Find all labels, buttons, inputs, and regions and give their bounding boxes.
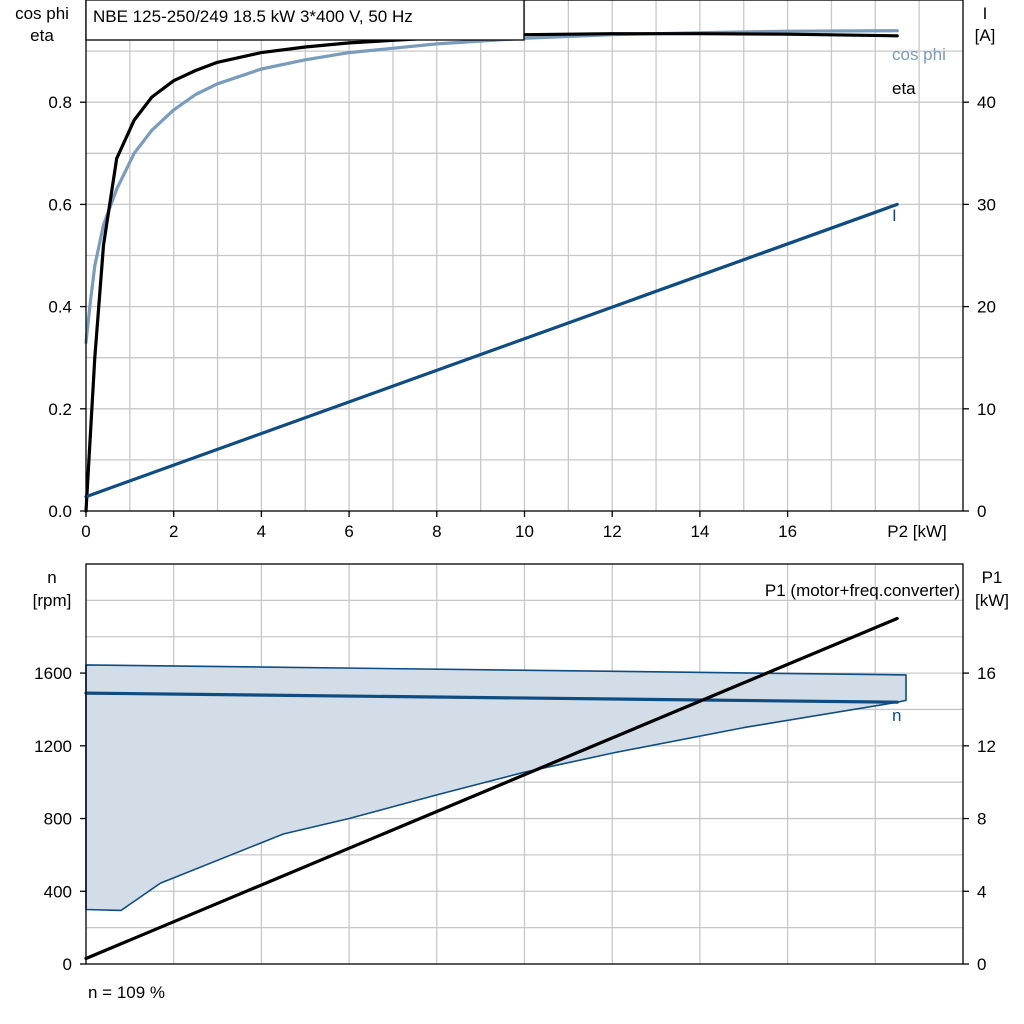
- bottom-right-tick-label: 0: [977, 955, 986, 974]
- top-left-tick-label: 0.2: [48, 400, 72, 419]
- top-right-tick-label: 30: [977, 195, 996, 214]
- top-left-axis-label-1: cos phi: [15, 4, 69, 23]
- top-x-tick-label: 12: [603, 522, 622, 541]
- top-x-tick-label: 6: [344, 522, 353, 541]
- top-title: NBE 125-250/249 18.5 kW 3*400 V, 50 Hz: [93, 7, 413, 26]
- bottom-panel: 0 400 800 1200 1600 0 4 8 12 16 n [rpm] P1 [kW] P…: [33, 563, 1009, 1002]
- bottom-left-tick-label: 1600: [34, 664, 72, 683]
- current-series-label: I: [892, 206, 897, 225]
- top-left-tick-label: 0.4: [48, 298, 72, 317]
- bottom-right-tick-label: 16: [977, 664, 996, 683]
- top-x-tick-label: 10: [515, 522, 534, 541]
- top-right-tick-label: 10: [977, 400, 996, 419]
- top-left-tick-label: 0.6: [48, 195, 72, 214]
- eta-series-label: eta: [892, 79, 916, 98]
- bottom-right-axis-label-1: P1: [982, 568, 1003, 587]
- top-title-box: NBE 125-250/249 18.5 kW 3*400 V, 50 Hz: [85, 0, 525, 41]
- cos-phi-curve: [84, 29, 899, 344]
- top-left-tick-label: 0.0: [48, 502, 72, 521]
- speed-range-band: [85, 664, 907, 912]
- top-right-axis-label-2: [A]: [975, 26, 996, 45]
- top-panel: 0 2 4 6 8 10 12 14 16 0.0 0.2 0.4 0.6 0.8 0 10 20 30 40 NB…: [15, 0, 996, 541]
- current-curve: [84, 202, 899, 499]
- bottom-left-axis-label-2: [rpm]: [33, 591, 72, 610]
- bottom-right-tick-label: 12: [977, 737, 996, 756]
- top-series: [84, 29, 899, 513]
- bottom-left-tick-label: 1200: [34, 737, 72, 756]
- top-right-tick-label: 0: [977, 502, 986, 521]
- top-x-tick-label: 2: [169, 522, 178, 541]
- bottom-left-tick-label: 0: [63, 955, 72, 974]
- eta-curve: [84, 32, 899, 513]
- bottom-right-tick-label: 4: [977, 882, 986, 901]
- speed-footnote: n = 109 %: [88, 983, 165, 1002]
- top-x-tick-label: 16: [778, 522, 797, 541]
- bottom-right-tick-label: 8: [977, 810, 986, 829]
- top-right-tick-label: 20: [977, 298, 996, 317]
- bottom-plot-frame: [85, 563, 964, 965]
- top-ticks: 0 2 4 6 8 10 12 14 16 0.0 0.2 0.4 0.6 0.8 0 10 20 30 40: [48, 93, 996, 541]
- top-x-tick-label: 14: [690, 522, 709, 541]
- bottom-right-axis-label-2: [kW]: [975, 591, 1009, 610]
- bottom-ticks: 0 400 800 1200 1600 0 4 8 12 16: [34, 664, 996, 974]
- p1-curve: [84, 616, 899, 961]
- bottom-left-tick-label: 800: [44, 810, 72, 829]
- top-grid: [86, 0, 963, 511]
- top-x-tick-label: 8: [432, 522, 441, 541]
- top-x-tick-label: 0: [81, 522, 90, 541]
- top-left-axis-label-2: eta: [30, 26, 54, 45]
- bottom-left-tick-label: 400: [44, 882, 72, 901]
- n-series-label: n: [892, 706, 901, 725]
- top-left-tick-label: 0.8: [48, 93, 72, 112]
- bottom-series: [84, 616, 907, 961]
- top-right-axis-label-1: I: [983, 4, 988, 23]
- speed-curve: [84, 691, 899, 704]
- p1-series-label: P1 (motor+freq.converter): [765, 581, 960, 600]
- top-x-tick-label: 4: [257, 522, 266, 541]
- cos-phi-series-label: cos phi: [892, 45, 946, 64]
- bottom-left-axis-label-1: n: [47, 568, 56, 587]
- top-x-axis-label: P2 [kW]: [887, 522, 947, 541]
- top-right-tick-label: 40: [977, 93, 996, 112]
